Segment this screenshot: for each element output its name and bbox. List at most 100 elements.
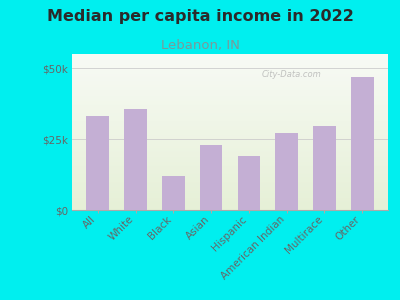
Bar — [72, 79, 388, 80]
Bar — [72, 179, 388, 180]
Bar — [72, 169, 388, 171]
Bar — [72, 124, 388, 126]
Bar — [72, 191, 388, 193]
Bar — [72, 73, 388, 74]
Bar — [72, 196, 388, 197]
Bar — [72, 107, 388, 109]
Bar — [72, 54, 388, 56]
Bar — [72, 204, 388, 205]
Bar — [72, 77, 388, 79]
Bar — [72, 188, 388, 190]
Bar — [72, 163, 388, 165]
Bar — [72, 148, 388, 149]
Bar — [72, 137, 388, 138]
Text: Median per capita income in 2022: Median per capita income in 2022 — [46, 9, 354, 24]
Bar — [72, 88, 388, 90]
Bar — [72, 199, 388, 201]
Bar — [72, 194, 388, 196]
Bar — [72, 184, 388, 185]
Bar — [72, 172, 388, 174]
Bar — [72, 129, 388, 130]
Bar — [351, 77, 374, 210]
Bar — [72, 190, 388, 191]
Bar — [72, 130, 388, 132]
Bar — [72, 98, 388, 99]
Bar — [162, 176, 185, 210]
Bar — [72, 154, 388, 155]
Bar — [72, 141, 388, 143]
Bar — [72, 157, 388, 158]
Bar — [72, 146, 388, 148]
Bar — [72, 74, 388, 76]
Bar — [72, 176, 388, 177]
Bar — [72, 140, 388, 141]
Bar — [72, 134, 388, 135]
Bar — [72, 162, 388, 163]
Bar — [72, 56, 388, 57]
Bar — [72, 143, 388, 145]
Bar — [72, 118, 388, 119]
Bar — [72, 145, 388, 146]
Bar — [200, 145, 222, 210]
Bar — [72, 119, 388, 121]
Bar — [72, 84, 388, 85]
Bar — [72, 180, 388, 182]
Bar — [72, 121, 388, 123]
Bar — [72, 205, 388, 207]
Bar — [72, 101, 388, 102]
Bar — [72, 193, 388, 194]
Bar — [72, 151, 388, 152]
Bar — [72, 99, 388, 101]
Bar — [72, 62, 388, 63]
Bar — [72, 138, 388, 140]
Bar — [72, 127, 388, 129]
Bar — [72, 109, 388, 110]
Bar — [72, 152, 388, 154]
Text: Lebanon, IN: Lebanon, IN — [160, 39, 240, 52]
Bar — [72, 113, 388, 115]
Bar — [72, 166, 388, 168]
Bar — [72, 68, 388, 70]
Bar — [72, 160, 388, 162]
Bar — [72, 102, 388, 104]
Bar — [124, 109, 147, 210]
Bar — [72, 115, 388, 116]
Bar — [72, 202, 388, 204]
Bar — [72, 182, 388, 184]
Bar — [72, 67, 388, 68]
Bar — [72, 112, 388, 113]
Text: City-Data.com: City-Data.com — [262, 70, 321, 79]
Bar — [72, 123, 388, 124]
Bar — [72, 126, 388, 127]
Bar — [72, 94, 388, 96]
Bar — [72, 57, 388, 59]
Bar — [72, 197, 388, 199]
Bar — [72, 87, 388, 88]
Bar — [72, 116, 388, 118]
Bar — [275, 134, 298, 210]
Bar — [86, 116, 109, 210]
Bar — [72, 59, 388, 60]
Bar — [72, 71, 388, 73]
Bar — [72, 110, 388, 112]
Bar — [72, 76, 388, 77]
Bar — [72, 82, 388, 84]
Bar — [72, 177, 388, 179]
Bar — [72, 80, 388, 82]
Bar — [72, 158, 388, 160]
Bar — [72, 155, 388, 157]
Bar — [72, 185, 388, 187]
Bar — [72, 60, 388, 62]
Bar — [72, 208, 388, 210]
Bar — [72, 93, 388, 94]
Bar — [72, 65, 388, 67]
Bar — [72, 201, 388, 202]
Bar — [313, 126, 336, 210]
Bar — [72, 207, 388, 208]
Bar — [72, 70, 388, 71]
Bar — [72, 187, 388, 188]
Bar — [72, 149, 388, 151]
Bar — [72, 135, 388, 137]
Bar — [72, 85, 388, 87]
Bar — [72, 174, 388, 176]
